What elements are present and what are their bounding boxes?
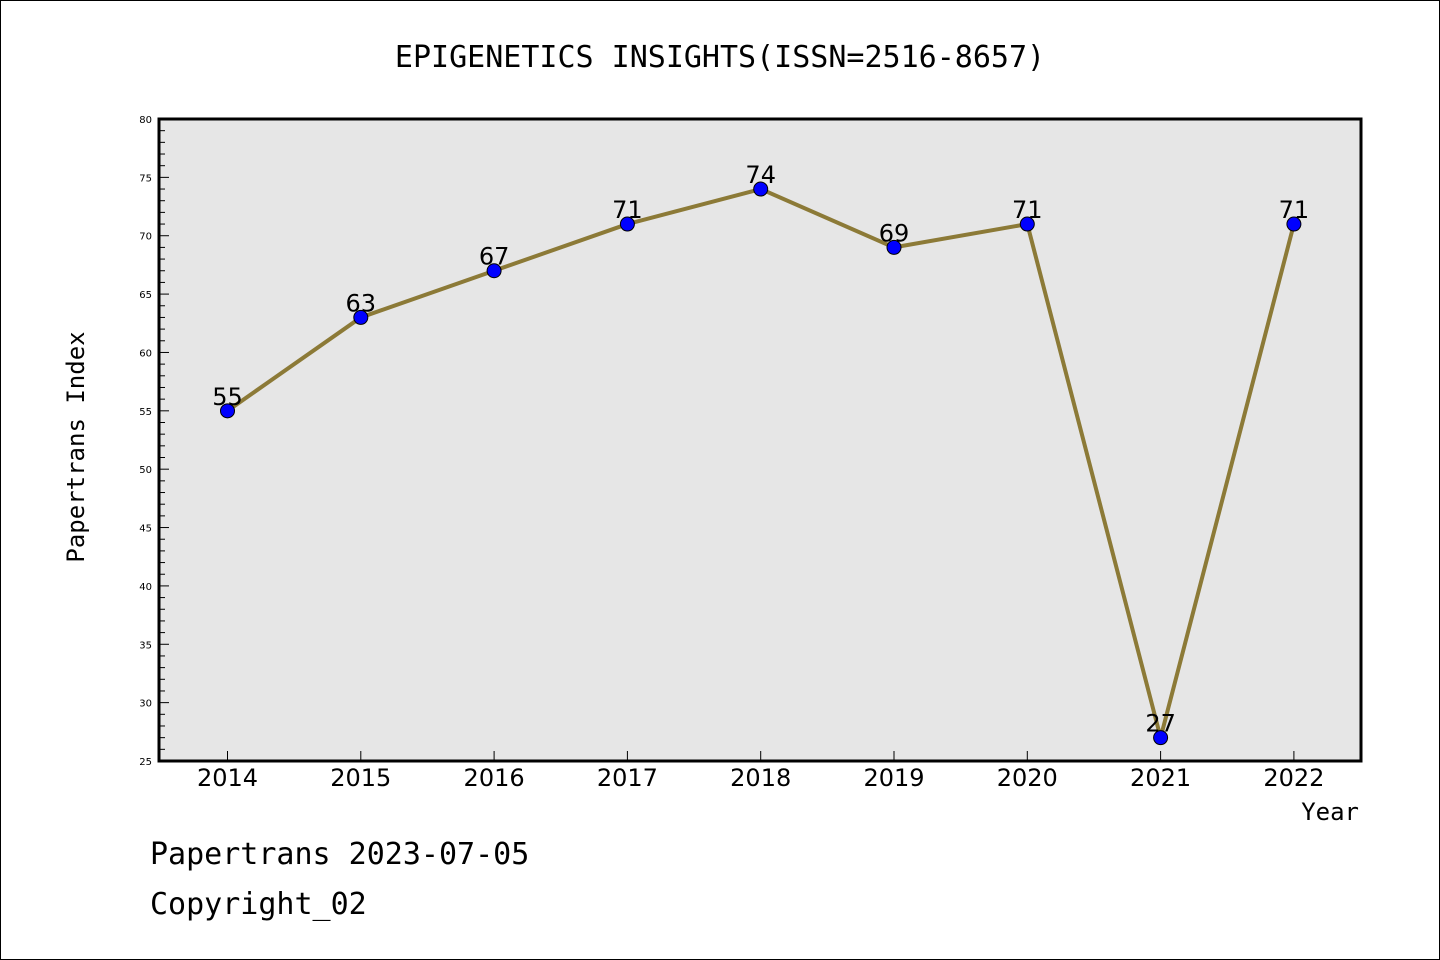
x-axis: 2014 2015 2016 2017 2018 2019 2020 2021 2022: [197, 751, 1324, 792]
y-tick-label: 35: [139, 640, 152, 651]
data-label: 27: [1145, 710, 1176, 738]
data-label: 74: [745, 161, 776, 189]
footer-date: Papertrans 2023-07-05: [150, 837, 529, 872]
chart-title: EPIGENETICS INSIGHTS(ISSN=2516-8657): [395, 40, 1045, 75]
data-point: [1153, 730, 1169, 746]
data-label: 55: [212, 383, 243, 411]
x-tick-label: 2020: [997, 764, 1058, 792]
y-tick-label: 70: [139, 232, 152, 243]
data-label: 63: [346, 289, 377, 317]
data-point: [353, 309, 369, 325]
y-tick-label: 65: [139, 290, 152, 301]
footer-copyright: Copyright_02: [150, 887, 367, 922]
y-tick-label: 50: [139, 465, 152, 476]
y-tick-label: 80: [139, 115, 152, 126]
data-point: [220, 403, 235, 419]
x-tick-label: 2016: [464, 764, 525, 792]
data-point: [1019, 216, 1035, 232]
data-label: 67: [479, 243, 510, 271]
x-axis-label: Year: [1301, 798, 1359, 826]
x-tick-label: 2022: [1263, 764, 1324, 792]
data-point: [619, 216, 635, 232]
x-tick-label: 2021: [1130, 764, 1191, 792]
y-tick-label: 75: [139, 173, 152, 184]
data-label: 71: [1012, 196, 1043, 224]
y-axis-label: Papertrans Index: [62, 331, 90, 562]
data-label: 69: [879, 219, 910, 247]
data-point: [753, 181, 769, 197]
y-tick-label: 30: [139, 699, 152, 710]
y-tick-label: 25: [139, 757, 152, 768]
data-label: 71: [1279, 196, 1310, 224]
y-tick-label: 55: [139, 407, 152, 418]
x-tick-label: 2019: [863, 764, 924, 792]
data-label: 71: [612, 196, 643, 224]
series-layer: 55 63 67 71 74 69 71 27 71: [212, 161, 1310, 746]
x-tick-label: 2017: [597, 764, 658, 792]
x-tick-label: 2014: [197, 764, 258, 792]
data-point: [886, 239, 902, 255]
x-tick-label: 2015: [330, 764, 391, 792]
y-tick-label: 60: [139, 348, 152, 359]
y-axis: 25 30 35 40 45 50 55 60 65 70 75 80: [139, 115, 169, 768]
plot-border: [157, 117, 1363, 763]
data-point: [1286, 216, 1302, 232]
data-point: [486, 263, 502, 279]
y-tick-label: 45: [139, 524, 152, 535]
plot-area: [159, 119, 1361, 761]
y-tick-label: 40: [139, 582, 152, 593]
x-tick-label: 2018: [730, 764, 791, 792]
